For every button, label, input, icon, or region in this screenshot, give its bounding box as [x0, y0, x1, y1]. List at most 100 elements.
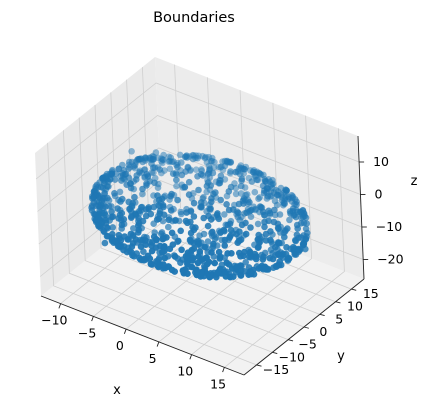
data-point	[201, 154, 209, 162]
data-point	[209, 169, 217, 177]
data-point	[247, 224, 254, 231]
axis-lines	[40, 135, 369, 376]
data-point	[210, 240, 217, 248]
y-tick-label: 5	[335, 311, 343, 326]
data-point	[238, 177, 245, 184]
x-tick-label: 15	[210, 376, 226, 391]
z-axis-label: z	[411, 174, 418, 189]
y-tick-label-mark	[303, 326, 309, 329]
data-point	[168, 229, 176, 237]
data-point	[118, 221, 126, 229]
data-point	[203, 182, 211, 190]
data-point	[255, 265, 263, 272]
data-point	[252, 255, 260, 263]
data-point	[192, 166, 200, 173]
data-point	[178, 246, 185, 254]
data-point	[147, 260, 155, 268]
data-point	[173, 182, 180, 190]
x-axis-line	[40, 295, 245, 376]
data-point	[221, 211, 228, 218]
data-point	[168, 266, 176, 274]
data-point	[211, 235, 219, 243]
data-point	[187, 229, 195, 237]
x-tick-label: −10	[41, 313, 67, 328]
data-point	[160, 211, 168, 219]
x-axis-label: x	[113, 383, 121, 398]
data-point	[275, 225, 282, 233]
data-points	[88, 148, 311, 281]
data-point	[130, 225, 137, 232]
x-tick-label: 5	[149, 351, 157, 366]
data-point	[290, 243, 297, 251]
data-point	[266, 209, 274, 217]
z-grid-line	[35, 82, 360, 180]
x-tick-label-mark	[58, 303, 62, 309]
data-point	[209, 228, 216, 236]
data-point	[178, 210, 185, 218]
data-point	[150, 203, 158, 211]
data-point	[299, 240, 307, 248]
data-point	[207, 216, 215, 223]
data-point	[183, 209, 190, 216]
data-point	[177, 227, 184, 235]
data-point	[178, 171, 186, 179]
data-point	[184, 219, 191, 227]
y-grid-line	[126, 79, 336, 303]
data-point	[176, 151, 184, 159]
x-grid-line	[60, 64, 182, 304]
data-point	[243, 209, 250, 216]
data-point	[208, 198, 215, 206]
data-point	[272, 243, 279, 251]
y-grid-line	[63, 130, 273, 353]
y-tick-label: −5	[298, 337, 316, 352]
z-tick-label: −10	[376, 219, 402, 234]
data-point	[293, 231, 301, 239]
data-point	[154, 184, 162, 191]
x-grid-line	[224, 128, 345, 368]
data-point	[108, 208, 115, 215]
data-point	[198, 204, 205, 211]
data-point	[217, 196, 224, 204]
data-point	[150, 169, 157, 176]
data-point	[204, 238, 212, 245]
data-point	[282, 250, 290, 258]
y-tick-label: 0	[319, 324, 327, 339]
data-point	[185, 178, 193, 186]
data-point	[199, 172, 207, 179]
data-point	[165, 216, 173, 224]
data-point	[221, 242, 228, 249]
data-point	[224, 221, 231, 229]
data-point	[237, 272, 245, 279]
data-point	[261, 211, 268, 219]
data-point	[111, 190, 118, 197]
z-axis-line	[357, 135, 365, 280]
data-point	[116, 188, 124, 196]
data-point	[190, 199, 198, 207]
data-point	[175, 237, 182, 245]
data-point	[266, 254, 274, 262]
data-point	[254, 220, 262, 228]
y-tick-label-mark	[256, 364, 262, 367]
data-point	[185, 191, 193, 198]
x-tick-label: 10	[177, 364, 193, 379]
data-point	[230, 273, 237, 281]
data-point	[194, 173, 201, 180]
data-point	[225, 206, 233, 214]
data-point	[103, 224, 111, 231]
data-point	[200, 214, 207, 222]
data-point	[104, 194, 111, 202]
data-point	[247, 213, 255, 220]
x-tick-label-mark	[222, 367, 225, 373]
data-point	[165, 223, 172, 231]
data-point	[118, 177, 125, 184]
z-tick-label: 10	[373, 154, 389, 169]
x-tick-label-mark	[91, 316, 94, 322]
data-point	[263, 266, 270, 273]
x-tick-label-mark	[189, 354, 193, 360]
data-point	[255, 195, 262, 202]
data-point	[194, 259, 202, 267]
data-point	[166, 165, 174, 173]
y-tick-label-mark	[319, 313, 325, 317]
data-point	[167, 207, 175, 214]
data-point	[125, 236, 132, 243]
